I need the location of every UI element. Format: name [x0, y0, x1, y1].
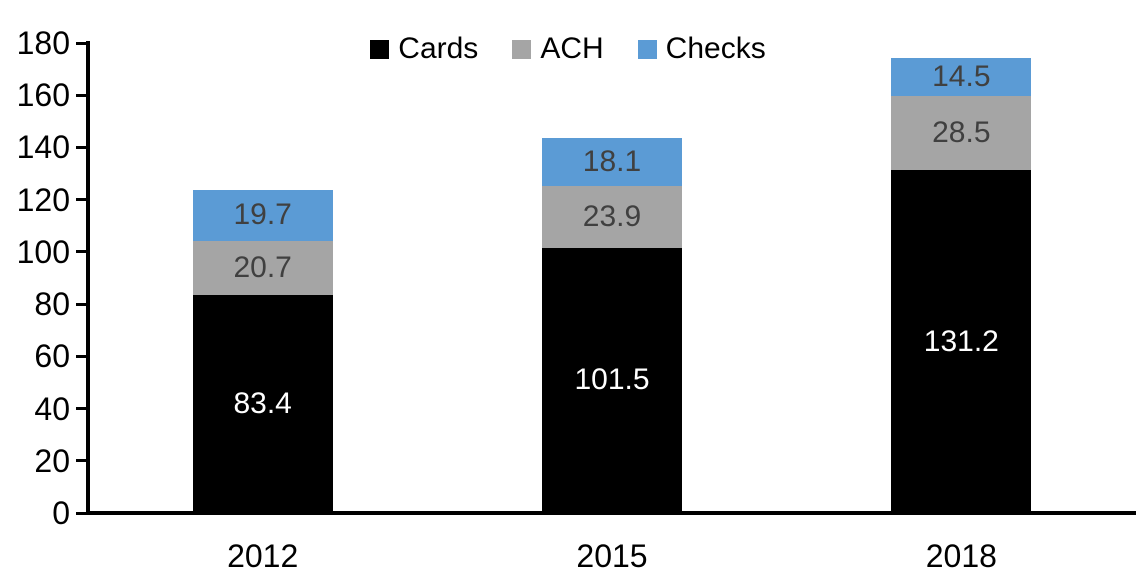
y-tick-mark: [76, 354, 86, 358]
y-tick-mark: [76, 459, 86, 463]
x-axis-label-2012: 2012: [227, 538, 299, 574]
bar-segment-cards-2012: 83.4: [192, 295, 333, 513]
segment-value-label: 14.5: [932, 60, 991, 94]
y-tick-mark: [76, 511, 86, 515]
segment-value-label: 18.1: [582, 144, 642, 178]
x-axis: [86, 511, 1136, 515]
segment-value-label: 131.2: [923, 324, 999, 358]
y-axis: [86, 41, 90, 515]
legend-item-ach: ACH: [512, 32, 604, 66]
y-tick-label: 0: [52, 495, 70, 531]
legend-label-ach: ACH: [540, 32, 604, 65]
bar-segment-ach-2018: 28.5: [891, 96, 1032, 171]
legend-swatch-checks: [637, 39, 657, 59]
y-tick-label: 160: [16, 77, 70, 114]
y-tick-mark: [76, 407, 86, 411]
legend-swatch-ach: [512, 39, 532, 59]
y-tick-mark: [76, 302, 86, 306]
y-tick-label: 80: [34, 286, 70, 323]
y-tick-mark: [76, 198, 86, 202]
bar-segment-checks-2012: 19.7: [192, 189, 333, 242]
segment-value-label: 101.5: [574, 363, 650, 397]
chart-legend: Cards ACH Checks: [0, 30, 1136, 68]
segment-value-label: 20.7: [233, 251, 292, 285]
y-tick-label: 60: [34, 338, 70, 375]
segment-value-label: 28.5: [932, 116, 991, 150]
bar-segment-cards-2015: 101.5: [542, 247, 682, 513]
segment-value-label: 83.4: [233, 387, 292, 421]
y-tick-mark: [76, 250, 86, 254]
y-tick-label: 100: [16, 233, 70, 270]
x-axis-label-2018: 2018: [925, 538, 997, 574]
y-tick-label: 20: [34, 442, 70, 479]
bar-segment-ach-2012: 20.7: [192, 241, 333, 296]
bar-segment-cards-2018: 131.2: [891, 170, 1032, 513]
y-tick-mark: [76, 145, 86, 149]
y-tick-mark: [76, 93, 86, 97]
segment-value-label: 19.7: [233, 198, 292, 232]
legend-item-cards: Cards: [370, 32, 478, 66]
segment-value-label: 23.9: [582, 199, 642, 233]
legend-item-checks: Checks: [637, 32, 766, 66]
y-tick-mark: [76, 41, 86, 45]
y-tick-label: 140: [16, 129, 70, 166]
x-axis-label-2015: 2015: [576, 538, 648, 574]
y-tick-label: 180: [16, 25, 70, 61]
bar-segment-checks-2015: 18.1: [542, 138, 682, 186]
bar-segment-ach-2015: 23.9: [542, 185, 682, 248]
legend-label-checks: Checks: [665, 32, 766, 65]
legend-label-cards: Cards: [398, 32, 479, 65]
legend-swatch-cards: [370, 39, 390, 59]
bar-segment-checks-2018: 14.5: [891, 58, 1032, 96]
y-tick-label: 120: [16, 181, 70, 218]
y-tick-label: 40: [34, 390, 70, 427]
